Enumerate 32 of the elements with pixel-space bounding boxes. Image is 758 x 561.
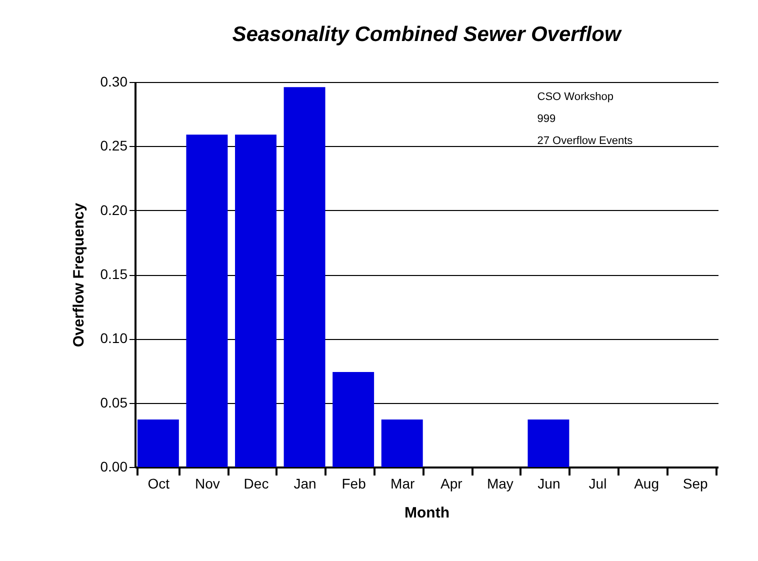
x-tick-label: Jan (294, 476, 316, 492)
bar (186, 134, 228, 467)
x-tick-label: Mar (390, 476, 415, 492)
bar (235, 134, 276, 467)
y-tick-label: 0.30 (100, 74, 128, 90)
y-tick-label: 0.05 (100, 394, 128, 410)
x-tick-label: Sep (682, 476, 708, 492)
x-tick-label: May (486, 476, 514, 492)
annotation: CSO Workshop (537, 91, 614, 103)
bar (137, 420, 179, 467)
x-tick-label: Apr (440, 476, 463, 492)
x-tick-label: Oct (148, 476, 170, 492)
x-tick-label: Aug (634, 476, 659, 492)
y-tick-label: 0.25 (100, 138, 128, 154)
x-tick-label: Jun (538, 476, 560, 492)
y-tick-label: 0.15 (100, 266, 128, 282)
x-tick-label: Jul (588, 476, 607, 492)
y-tick-label: 0.20 (100, 202, 128, 218)
bar (381, 420, 423, 467)
x-tick-label: Nov (195, 476, 220, 492)
y-tick-label: 0.00 (100, 458, 128, 474)
bar (528, 420, 570, 467)
annotation: 999 (537, 113, 556, 125)
annotation: 27 Overflow Events (537, 135, 634, 147)
bar (284, 87, 326, 467)
y-tick-label: 0.10 (100, 330, 128, 346)
y-axis-title: Overflow Frequency (70, 202, 88, 348)
x-tick-label: Dec (244, 476, 269, 492)
x-axis-title: Month (404, 504, 450, 522)
bar (332, 372, 374, 467)
x-tick-label: Feb (342, 476, 366, 492)
chart-title: Seasonality Combined Sewer Overflow (232, 23, 622, 46)
